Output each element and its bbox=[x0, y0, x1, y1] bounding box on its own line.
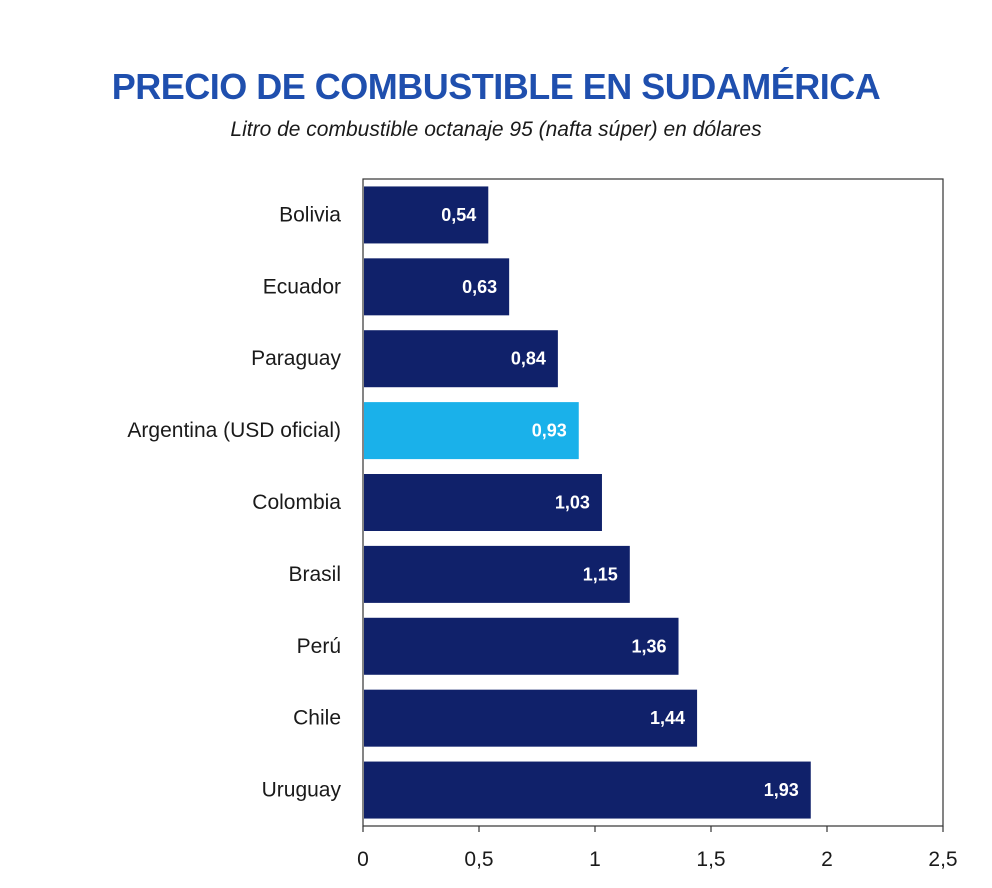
chart-subtitle: Litro de combustible octanaje 95 (nafta … bbox=[230, 118, 762, 141]
category-label: Argentina (USD oficial) bbox=[127, 419, 341, 442]
category-label: Uruguay bbox=[262, 779, 342, 802]
bar bbox=[364, 330, 558, 388]
value-label: 0,93 bbox=[532, 421, 567, 441]
value-label: 0,63 bbox=[462, 277, 497, 297]
category-label: Colombia bbox=[252, 491, 341, 514]
value-label: 1,03 bbox=[555, 493, 590, 513]
x-tick-label: 1 bbox=[589, 848, 601, 871]
bar bbox=[364, 545, 630, 603]
category-label: Brasil bbox=[288, 563, 341, 586]
category-label: Paraguay bbox=[251, 347, 341, 370]
x-tick-label: 1,5 bbox=[696, 848, 725, 871]
bar bbox=[364, 402, 579, 460]
x-tick-label: 2 bbox=[821, 848, 833, 871]
value-label: 1,36 bbox=[631, 636, 666, 656]
bar bbox=[364, 761, 811, 819]
value-label: 1,44 bbox=[650, 708, 685, 728]
bar bbox=[364, 258, 510, 316]
category-label: Chile bbox=[293, 707, 341, 730]
category-label: Bolivia bbox=[279, 203, 341, 226]
category-label: Perú bbox=[297, 635, 341, 658]
x-tick-label: 0 bbox=[357, 848, 369, 871]
plot-frame bbox=[362, 178, 944, 827]
category-label: Ecuador bbox=[263, 275, 341, 298]
bar bbox=[364, 186, 489, 244]
x-tick-label: 2,5 bbox=[928, 848, 957, 871]
value-label: 1,15 bbox=[583, 564, 618, 584]
bar bbox=[364, 689, 698, 747]
chart-title: PRECIO DE COMBUSTIBLE EN SUDAMÉRICA bbox=[111, 66, 881, 107]
value-label: 0,84 bbox=[511, 349, 546, 369]
bar bbox=[364, 617, 679, 675]
value-label: 1,93 bbox=[764, 780, 799, 800]
bar bbox=[364, 474, 602, 531]
x-tick-label: 0,5 bbox=[464, 848, 493, 871]
value-label: 0,54 bbox=[441, 205, 476, 225]
